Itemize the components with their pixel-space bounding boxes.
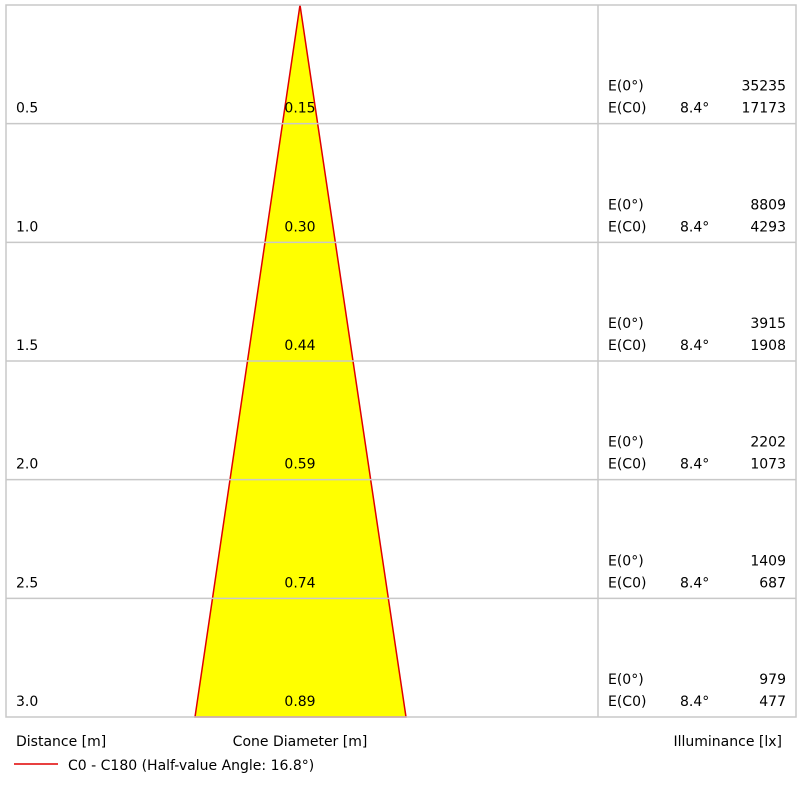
rows: 0.5 0.15 E(0°) 35235 E(C0) 8.4° 17173 1.0 0.30 E(…: [6, 79, 796, 710]
diameter: 0.59: [284, 457, 315, 473]
e0-value: 1409: [750, 553, 786, 569]
distance: 1.0: [16, 219, 38, 235]
e0-label: E(0°): [608, 553, 644, 569]
ec0-label: E(C0): [608, 694, 646, 710]
ec0-value: 1908: [750, 338, 786, 354]
distance: 1.5: [16, 338, 38, 354]
diameter: 0.74: [284, 575, 315, 591]
e0-label: E(0°): [608, 672, 644, 688]
ec0-value: 4293: [750, 219, 786, 235]
angle: 8.4°: [680, 575, 709, 591]
distance: 0.5: [16, 101, 38, 117]
distance: 2.0: [16, 457, 38, 473]
diameter: 0.44: [284, 338, 315, 354]
ec0-label: E(C0): [608, 338, 646, 354]
diameter: 0.30: [284, 219, 315, 235]
e0-value: 35235: [741, 79, 786, 95]
angle: 8.4°: [680, 101, 709, 117]
ec0-label: E(C0): [608, 457, 646, 473]
ec0-label: E(C0): [608, 219, 646, 235]
e0-label: E(0°): [608, 435, 644, 451]
ec0-value: 1073: [750, 457, 786, 473]
e0-value: 979: [759, 672, 786, 688]
e0-value: 3915: [750, 316, 786, 332]
angle: 8.4°: [680, 219, 709, 235]
e0-label: E(0°): [608, 79, 644, 95]
e0-label: E(0°): [608, 316, 644, 332]
illuminance-label: Illuminance [lx]: [674, 734, 783, 750]
ec0-value: 17173: [741, 101, 786, 117]
angle: 8.4°: [680, 694, 709, 710]
ec0-value: 687: [759, 575, 786, 591]
legend-label: C0 - C180 (Half-value Angle: 16.8°): [68, 758, 314, 774]
e0-value: 8809: [750, 197, 786, 213]
e0-value: 2202: [750, 435, 786, 451]
distance: 2.5: [16, 575, 38, 591]
frame: [5, 4, 797, 718]
ec0-label: E(C0): [608, 101, 646, 117]
diameter-label: Cone Diameter [m]: [233, 734, 368, 750]
diameter: 0.89: [284, 694, 315, 710]
angle: 8.4°: [680, 457, 709, 473]
e0-label: E(0°): [608, 197, 644, 213]
distance-label: Distance [m]: [16, 734, 106, 750]
distance: 3.0: [16, 694, 38, 710]
diameter: 0.15: [284, 101, 315, 117]
ec0-value: 477: [759, 694, 786, 710]
ec0-label: E(C0): [608, 575, 646, 591]
angle: 8.4°: [680, 338, 709, 354]
